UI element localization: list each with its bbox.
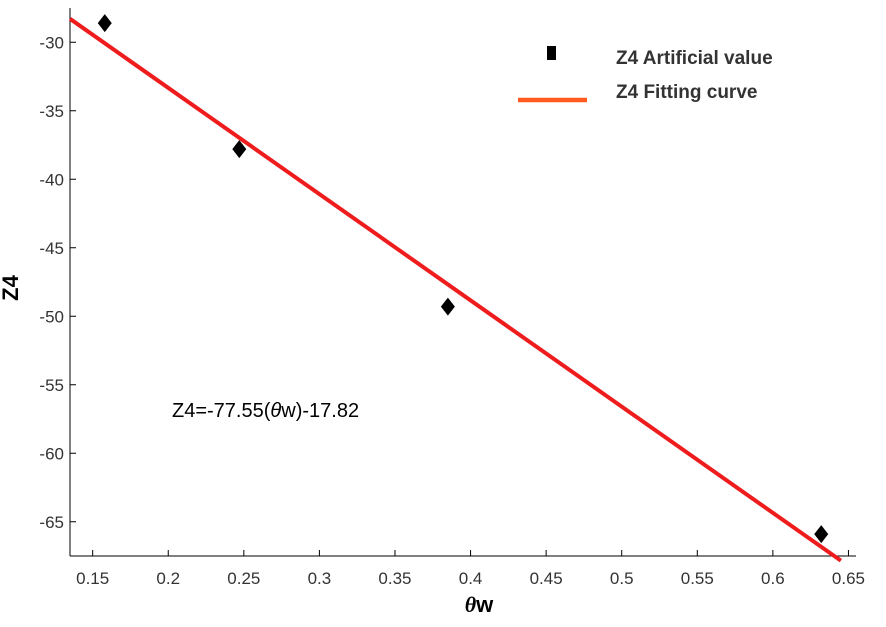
legend: Z4 Artificial value Z4 Fitting curve (518, 46, 773, 103)
data-point-diamond (814, 525, 829, 544)
y-tick-label: -40 (39, 170, 64, 189)
x-tick-label: 0.6 (761, 569, 785, 588)
y-tick-label: -35 (39, 102, 64, 121)
x-tick-label: 0.4 (459, 569, 483, 588)
x-tick-label: 0.2 (156, 569, 180, 588)
fitting-curve-line (68, 17, 843, 563)
x-tick-label: 0.25 (227, 569, 260, 588)
y-tick-label: -55 (39, 376, 64, 395)
data-point-diamond (232, 140, 247, 159)
plot-area (68, 14, 843, 563)
y-axis-title: Z4 (0, 274, 23, 300)
tick-marks: 0.15 0.2 0.25 0.3 0.35 0.4 0.45 0.5 0.55 0.6 0.65 -… (39, 33, 865, 588)
x-tick-label: 0.55 (681, 569, 714, 588)
x-tick-label: 0.5 (610, 569, 634, 588)
x-tick-label: 0.65 (832, 569, 865, 588)
y-tick-label: -45 (39, 239, 64, 258)
legend-marker-artificial-value (547, 46, 556, 60)
y-tick-label: -30 (39, 33, 64, 52)
legend-label-artificial-value: Z4 Artificial value (616, 48, 773, 69)
x-tick-label: 0.45 (530, 569, 563, 588)
axes (69, 8, 856, 557)
data-point-diamond (440, 297, 455, 316)
legend-label-fitting-curve: Z4 Fitting curve (616, 82, 757, 103)
x-tick-label: 0.3 (308, 569, 332, 588)
y-tick-label: -50 (39, 307, 64, 326)
x-tick-label: 0.15 (76, 569, 109, 588)
x-axis-title: θw (465, 592, 494, 617)
y-tick-label: -65 (39, 513, 64, 532)
y-tick-label: -60 (39, 444, 64, 463)
fit-equation: Z4=-77.55(θw)-17.82 (172, 400, 359, 422)
x-tick-label: 0.35 (378, 569, 411, 588)
data-point-diamond (97, 14, 112, 33)
